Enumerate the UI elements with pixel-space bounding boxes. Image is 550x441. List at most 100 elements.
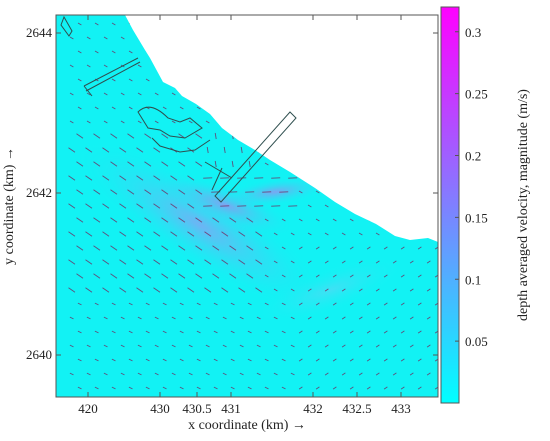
velocity-vector	[195, 133, 203, 139]
velocity-vector	[409, 372, 414, 376]
velocity-vector	[119, 287, 127, 293]
velocity-vector	[307, 344, 312, 348]
velocity-vector	[93, 245, 101, 251]
velocity-vector	[264, 330, 269, 334]
velocity-vector	[154, 120, 159, 124]
velocity-vector	[255, 259, 263, 265]
velocity-vector	[315, 358, 320, 362]
velocity-vector	[68, 287, 76, 293]
harbour-basin	[151, 137, 211, 153]
velocity-vector	[417, 274, 422, 278]
velocity-vector	[375, 316, 380, 320]
velocity-vector	[188, 316, 193, 320]
colorbar	[440, 6, 460, 404]
velocity-vector	[119, 259, 127, 265]
velocity-vector	[383, 302, 388, 306]
colorbar-tick-label: 0.2	[465, 149, 481, 164]
velocity-vector	[69, 372, 74, 376]
velocity-vector	[290, 288, 295, 292]
x-tick-label: 432.5	[342, 401, 371, 416]
velocity-vector	[409, 316, 414, 320]
velocity-vector	[102, 259, 110, 265]
velocity-vector	[85, 175, 93, 181]
velocity-vector	[102, 175, 110, 181]
velocity-vector	[144, 189, 152, 195]
velocity-vector	[324, 288, 329, 292]
velocity-vector	[349, 386, 354, 390]
y-tick-label: 2644	[26, 25, 53, 40]
velocity-vector	[229, 273, 237, 279]
x-tick-label: 432	[303, 401, 323, 416]
velocity-vector	[426, 316, 431, 320]
velocity-vector	[93, 273, 101, 279]
velocity-vector	[426, 372, 431, 376]
velocity-vector	[76, 161, 84, 167]
velocity-vector	[120, 344, 125, 348]
colorbar-tick-label: 0.15	[465, 210, 488, 225]
velocity-vector	[69, 344, 74, 348]
velocity-vector	[86, 344, 91, 348]
velocity-vector	[161, 189, 169, 195]
velocity-vector	[332, 274, 337, 278]
velocity-vector	[341, 316, 346, 320]
velocity-vector	[264, 386, 269, 390]
velocity-vector	[400, 274, 405, 278]
velocity-vector	[417, 386, 422, 390]
velocity-vector	[171, 316, 176, 320]
harbour-outline	[137, 106, 203, 139]
velocity-vector	[77, 106, 82, 110]
velocity-vector	[128, 302, 133, 306]
velocity-vector	[161, 161, 169, 167]
velocity-vector	[417, 358, 422, 362]
velocity-vector	[290, 316, 295, 320]
velocity-vector	[111, 330, 116, 334]
velocity-vector	[332, 246, 337, 250]
velocity-vector	[231, 160, 234, 168]
velocity-vector	[69, 120, 74, 124]
velocity-vector	[111, 358, 116, 362]
velocity-vector	[383, 358, 388, 362]
velocity-vector	[358, 316, 363, 320]
velocity-vector	[392, 316, 397, 320]
velocity-vector	[298, 246, 303, 250]
velocity-vector	[144, 161, 152, 167]
velocity-vector	[77, 386, 82, 390]
velocity-vector	[136, 175, 144, 181]
x-tick-label: 420	[78, 401, 98, 416]
velocity-vector	[298, 302, 303, 306]
velocity-vector	[154, 372, 159, 376]
velocity-vector	[247, 358, 252, 362]
velocity-vector	[204, 259, 212, 265]
velocity-vector	[409, 260, 414, 264]
velocity-vector	[111, 22, 116, 26]
pier-root	[204, 161, 233, 191]
velocity-vector	[179, 302, 184, 306]
velocity-vector	[69, 92, 74, 96]
velocity-vector	[153, 147, 161, 153]
velocity-vector	[144, 245, 152, 251]
velocity-vector	[307, 232, 312, 236]
velocity-vector	[349, 274, 354, 278]
velocity-vector	[204, 287, 212, 293]
velocity-vector	[85, 231, 93, 237]
velocity-vector	[400, 330, 405, 334]
velocity-vector	[127, 161, 135, 167]
velocity-vector	[119, 175, 127, 181]
velocity-vector	[324, 204, 329, 208]
velocity-vector	[256, 316, 261, 320]
velocity-vector	[144, 217, 152, 223]
velocity-vector	[341, 288, 346, 292]
velocity-vector	[298, 274, 303, 278]
velocity-vector	[315, 274, 320, 278]
velocity-vector	[76, 133, 84, 139]
velocity-vector	[324, 232, 329, 236]
colorbar-ticks: 0.05 0.1 0.15 0.2 0.25 0.3	[455, 25, 488, 349]
velocity-vector	[178, 217, 186, 223]
velocity-vector	[332, 218, 337, 222]
velocity-vector	[281, 330, 286, 334]
velocity-vector	[307, 260, 312, 264]
velocity-vector	[162, 106, 167, 110]
velocity-vector	[273, 372, 278, 376]
velocity-vector	[358, 344, 363, 348]
velocity-vector	[110, 273, 118, 279]
